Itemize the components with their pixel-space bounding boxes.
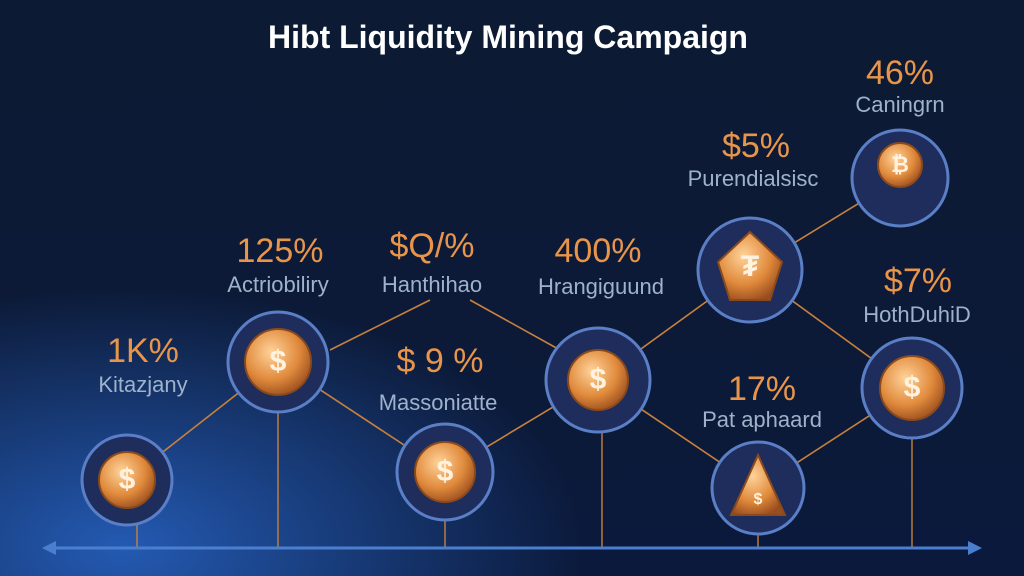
node-value: $7% bbox=[884, 262, 952, 300]
svg-text:₿: ₿ bbox=[891, 152, 909, 177]
node-value: 1K% bbox=[107, 332, 179, 370]
svg-text:₮: ₮ bbox=[741, 250, 759, 283]
node-label: Hanthihao bbox=[382, 272, 482, 297]
node-label: Caningrn bbox=[855, 92, 944, 117]
node-value: $5% bbox=[722, 127, 790, 165]
node-value: $Q/% bbox=[389, 227, 474, 265]
node-value: 46% bbox=[866, 54, 934, 92]
svg-text:$: $ bbox=[119, 463, 136, 496]
node-label: Kitazjany bbox=[98, 372, 187, 397]
node-texts: 1K% Kitazjany 125% Actriobiliry $ 9 % Ma… bbox=[98, 54, 970, 432]
node-value: 400% bbox=[555, 232, 642, 270]
node-label: HothDuhiD bbox=[863, 302, 971, 327]
node-label: Hrangiguund bbox=[538, 274, 664, 299]
node-label: Massoniatte bbox=[379, 390, 498, 415]
node-label: Purendialsisc bbox=[688, 166, 819, 191]
axis bbox=[42, 541, 982, 555]
svg-text:$: $ bbox=[754, 491, 763, 508]
node-value: 17% bbox=[728, 370, 796, 408]
node-label: Actriobiliry bbox=[227, 272, 328, 297]
title: Hibt Liquidity Mining Campaign bbox=[268, 19, 748, 55]
icons: $ $ $ $ ₮ ₿ $ $ bbox=[80, 128, 964, 536]
svg-text:$: $ bbox=[270, 345, 287, 378]
node-label: Pat aphaard bbox=[702, 407, 822, 432]
svg-text:$: $ bbox=[904, 371, 921, 404]
node-value: $ 9 % bbox=[397, 342, 484, 380]
node-value: 125% bbox=[237, 232, 324, 270]
svg-text:$: $ bbox=[590, 363, 607, 396]
svg-text:$: $ bbox=[437, 455, 454, 488]
